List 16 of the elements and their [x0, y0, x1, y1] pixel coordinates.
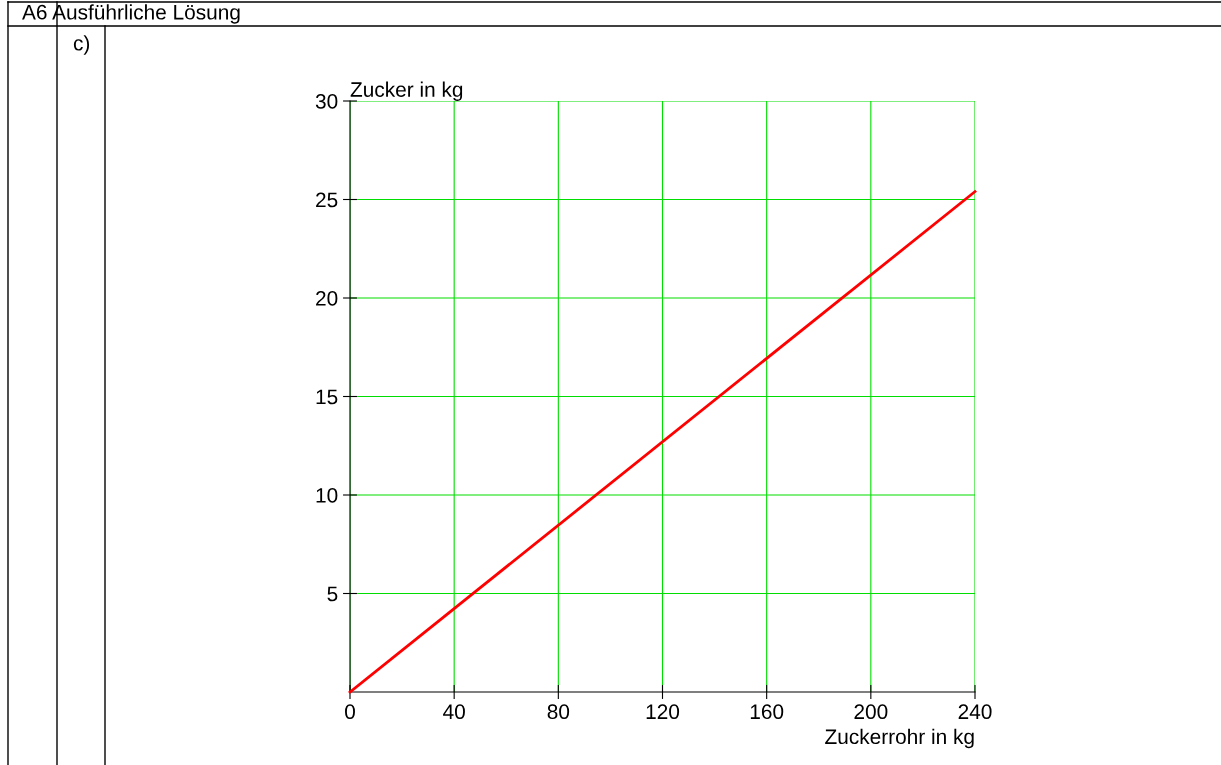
x-tick-label: 0 — [345, 704, 355, 720]
x-tick-label: 200 — [854, 704, 888, 720]
y-tick-label: 10 — [316, 488, 338, 503]
x-tick-label: 240 — [958, 704, 992, 720]
x-tick-label: 40 — [443, 704, 465, 720]
x-axis-title: Zuckerrohr in kg — [825, 728, 974, 749]
y-tick-label: 15 — [316, 389, 338, 405]
y-tick-label: 20 — [316, 291, 338, 306]
x-tick-label: 120 — [646, 704, 680, 720]
text: c) — [73, 35, 90, 55]
y-tick-label: 5 — [327, 586, 338, 602]
y-tick-label: 25 — [316, 192, 338, 208]
y-tick-label: 30 — [315, 94, 338, 109]
x-tick-label: 80 — [547, 704, 570, 720]
x-tick-label: 160 — [750, 704, 784, 720]
y-axis-title: Zucker in kg — [350, 81, 463, 101]
